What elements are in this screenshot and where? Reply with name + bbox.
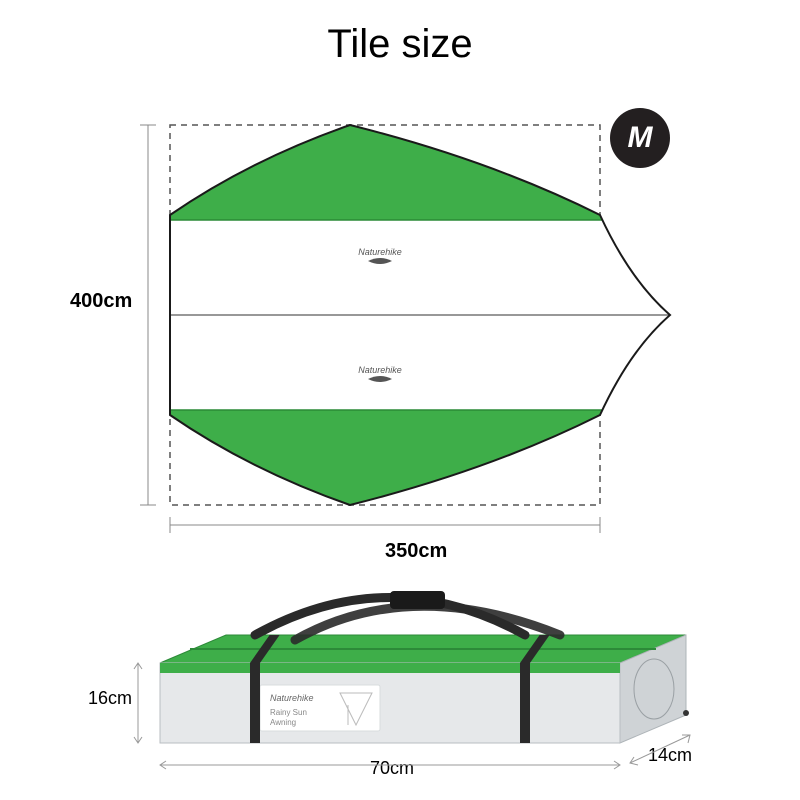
svg-text:Naturehike: Naturehike — [270, 693, 314, 703]
svg-text:Naturehike: Naturehike — [358, 365, 402, 375]
tarp-height-label: 400cm — [70, 290, 132, 313]
svg-text:Naturehike: Naturehike — [358, 247, 402, 257]
svg-text:Awning: Awning — [270, 718, 296, 727]
tarp-top-band — [130, 105, 670, 220]
tarp-width-label: 350cm — [385, 540, 447, 563]
tarp-bottom-band — [130, 410, 670, 530]
page-title: Tile size — [0, 22, 800, 67]
svg-text:Rainy Sun: Rainy Sun — [270, 708, 307, 717]
carry-bag-diagram: Naturehike Rainy Sun Awning — [90, 585, 730, 795]
tarp-diagram: Naturehike Naturehike — [130, 105, 670, 525]
bag-front — [160, 663, 620, 743]
